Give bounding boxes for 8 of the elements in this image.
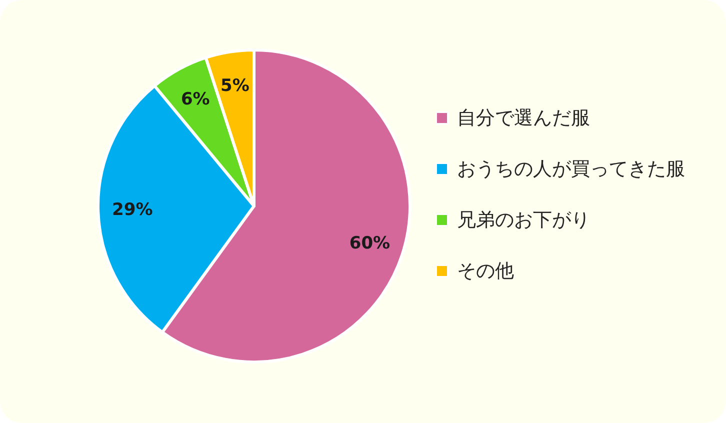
legend-label: おうちの人が買ってきた服 bbox=[457, 158, 685, 180]
legend-label: 自分で選んだ服 bbox=[457, 107, 590, 129]
data-label: 29% bbox=[112, 200, 153, 220]
data-label: 60% bbox=[349, 234, 390, 254]
data-label: 6% bbox=[180, 89, 210, 110]
legend-label: 兄弟のお下がり bbox=[457, 209, 590, 231]
data-label: 5% bbox=[220, 76, 250, 96]
legend-label: その他 bbox=[457, 260, 514, 282]
